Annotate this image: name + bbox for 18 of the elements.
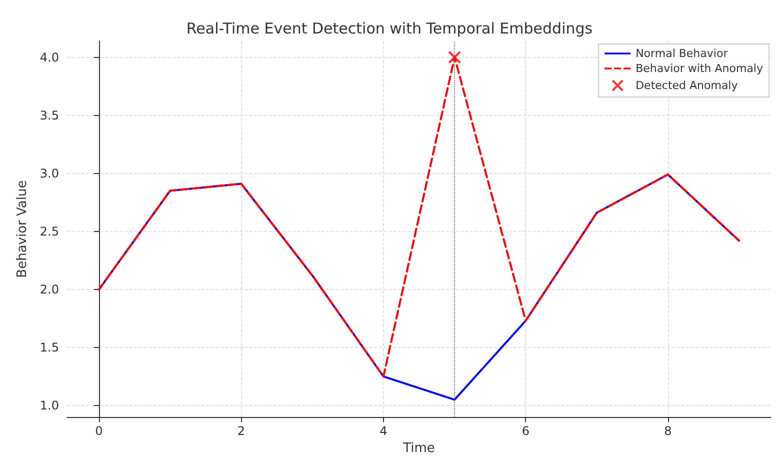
legend-label: Detected Anomaly [636, 79, 738, 92]
y-axis-title: Behavior Value [15, 180, 30, 278]
legend-label: Normal Behavior [636, 47, 728, 60]
y-tick-label: 3.5 [40, 108, 59, 122]
x-tick-label: 2 [237, 424, 246, 438]
y-tick-label: 2.0 [40, 282, 59, 296]
chart-title: Real-Time Event Detection with Temporal Embeddings [186, 20, 593, 38]
y-tick-label: 3.0 [40, 166, 59, 180]
y-tick-label: 1.0 [40, 398, 59, 412]
y-tick-label: 2.5 [40, 224, 59, 238]
x-tick-label: 0 [95, 424, 103, 438]
y-tick-label: 1.5 [40, 340, 59, 354]
x-tick-label: 6 [522, 424, 530, 438]
legend-label: Behavior with Anomaly [636, 62, 764, 75]
y-tick-label: 4.0 [40, 50, 59, 64]
x-axis-title: Time [402, 441, 435, 456]
x-tick-label: 8 [664, 424, 672, 438]
x-tick-label: 4 [380, 424, 388, 438]
